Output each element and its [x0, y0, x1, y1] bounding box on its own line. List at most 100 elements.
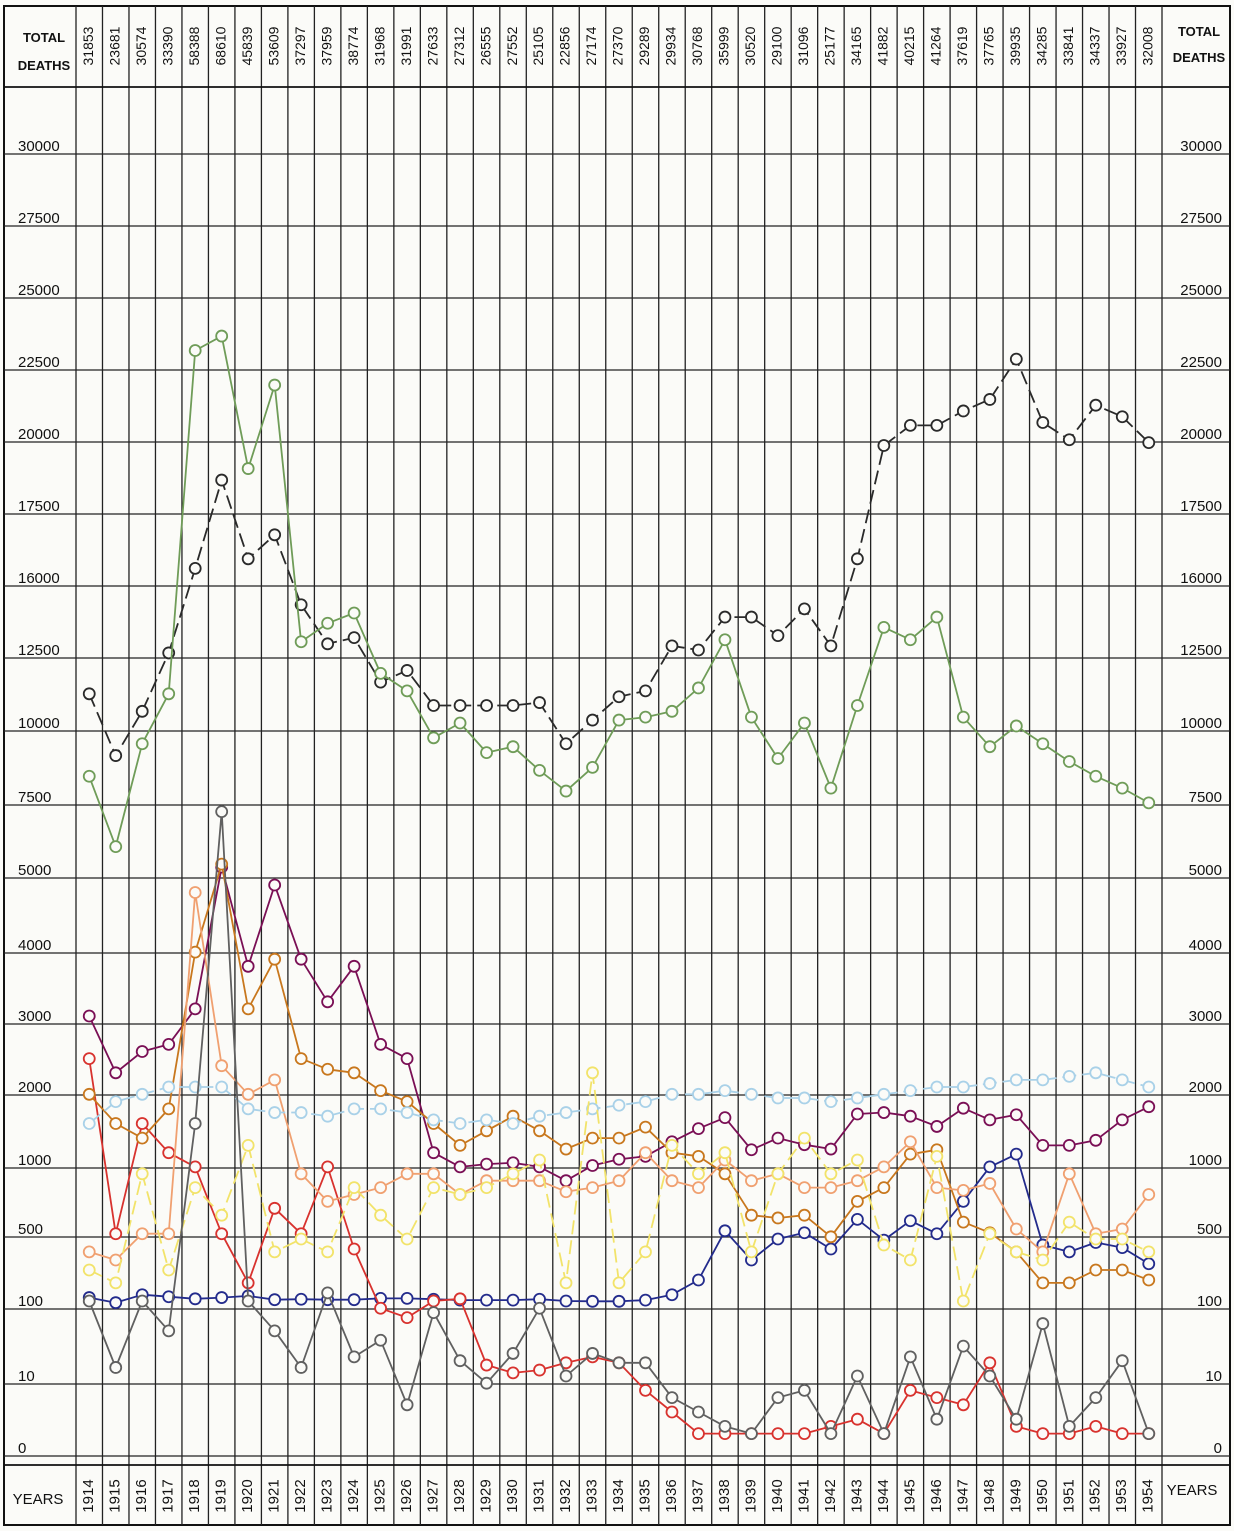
- data-point-marker: [639, 1120, 652, 1134]
- y-tick-label-right: 3000: [1189, 1008, 1222, 1025]
- data-point-marker: [480, 1181, 493, 1194]
- data-point-marker: [162, 1080, 176, 1094]
- data-point-marker: [824, 1427, 838, 1440]
- data-point-marker: [956, 1080, 970, 1094]
- data-point-marker: [771, 1427, 785, 1440]
- data-point-marker: [798, 1181, 811, 1194]
- data-point-marker: [983, 393, 997, 406]
- data-point-marker: [586, 1102, 599, 1116]
- year-tick-label: 1952: [1087, 1479, 1104, 1512]
- data-point-marker: [903, 1214, 917, 1228]
- total-deaths-value: 31096: [795, 26, 811, 65]
- data-point-marker: [956, 1294, 970, 1308]
- data-point-marker: [427, 1167, 440, 1181]
- y-tick-label-left: 17500: [18, 498, 60, 515]
- data-point-marker: [850, 1107, 864, 1121]
- y-tick-label-left: 12500: [18, 642, 60, 659]
- data-point-marker: [506, 1117, 520, 1130]
- data-point-marker: [1009, 719, 1023, 733]
- data-point-marker: [480, 1113, 493, 1127]
- data-point-marker: [1062, 755, 1076, 768]
- data-point-marker: [930, 1227, 944, 1241]
- data-point-marker: [612, 1276, 626, 1290]
- total-deaths-value: 33927: [1113, 26, 1129, 65]
- total-deaths-value: 39935: [1007, 26, 1023, 65]
- data-point-marker: [586, 713, 599, 727]
- data-point-marker: [1089, 1232, 1103, 1246]
- data-point-marker: [877, 1427, 891, 1440]
- y-tick-label-left: 7500: [18, 789, 51, 806]
- data-point-marker: [109, 749, 123, 762]
- data-point-marker: [903, 418, 917, 432]
- year-tick-label: 1935: [636, 1479, 653, 1512]
- data-point-marker: [586, 1347, 599, 1360]
- total-deaths-value: 29934: [663, 26, 679, 65]
- data-point-marker: [745, 1087, 758, 1101]
- data-point-marker: [82, 769, 96, 783]
- data-point-marker: [294, 952, 308, 966]
- data-point-marker: [718, 1167, 732, 1181]
- data-point-marker: [692, 1273, 705, 1287]
- data-point-marker: [1009, 1147, 1023, 1161]
- year-tick-label: 1939: [742, 1479, 759, 1512]
- total-deaths-value: 68610: [212, 26, 228, 65]
- data-series: [82, 352, 1156, 762]
- data-point-marker: [506, 1293, 520, 1307]
- data-point-marker: [877, 1181, 891, 1194]
- y-tick-label-right: 17500: [1180, 498, 1222, 515]
- data-point-marker: [188, 562, 202, 575]
- data-point-marker: [1062, 1245, 1076, 1259]
- data-point-marker: [480, 1358, 493, 1372]
- data-point-marker: [533, 763, 546, 777]
- data-point-marker: [135, 1227, 149, 1241]
- data-point-marker: [1089, 1133, 1103, 1147]
- data-point-marker: [427, 699, 440, 712]
- data-point-marker: [1036, 416, 1050, 429]
- data-point-marker: [850, 1174, 864, 1188]
- data-series: [82, 886, 1156, 1267]
- data-point-marker: [480, 1376, 493, 1390]
- data-point-marker: [188, 1160, 202, 1174]
- data-point-marker: [745, 1174, 758, 1188]
- data-point-marker: [135, 1167, 149, 1181]
- data-point-marker: [241, 552, 255, 566]
- data-point-marker: [718, 610, 732, 624]
- year-tick-label: 1951: [1060, 1479, 1077, 1512]
- chart-frame: [3, 5, 1231, 1526]
- data-point-marker: [1089, 1391, 1103, 1404]
- data-point-marker: [1036, 1139, 1050, 1152]
- data-point-marker: [162, 1146, 176, 1160]
- outer-border: [3, 5, 1231, 1526]
- data-point-marker: [1142, 1245, 1156, 1259]
- data-point-marker: [188, 344, 202, 357]
- data-point-marker: [903, 633, 917, 647]
- data-point-marker: [1089, 1066, 1103, 1080]
- data-point-marker: [1089, 1263, 1103, 1277]
- data-point-marker: [850, 1091, 864, 1105]
- data-point-marker: [162, 1324, 176, 1338]
- data-point-marker: [718, 1111, 732, 1125]
- data-series: [82, 329, 1156, 854]
- total-deaths-value: 34337: [1086, 26, 1102, 65]
- data-point-marker: [559, 1276, 573, 1290]
- year-tick-label: 1916: [133, 1479, 150, 1512]
- data-point-marker: [294, 1361, 308, 1374]
- data-point-marker: [745, 1143, 758, 1157]
- data-point-marker: [559, 1106, 573, 1119]
- data-point-marker: [1089, 398, 1103, 412]
- data-point-marker: [533, 696, 546, 709]
- data-point-marker: [374, 1301, 388, 1315]
- data-point-marker: [215, 1080, 229, 1094]
- data-point-marker: [347, 959, 361, 973]
- data-point-marker: [374, 666, 388, 680]
- total-deaths-value: 23681: [106, 26, 122, 65]
- data-point-marker: [824, 1167, 838, 1181]
- data-point-marker: [824, 1181, 838, 1194]
- year-tick-label: 1930: [504, 1479, 521, 1512]
- data-point-marker: [400, 1398, 414, 1412]
- data-point-marker: [612, 1294, 626, 1308]
- year-tick-label: 1929: [478, 1479, 495, 1512]
- data-point-marker: [480, 699, 493, 712]
- data-point-marker: [850, 1153, 864, 1167]
- data-point-marker: [321, 1160, 335, 1174]
